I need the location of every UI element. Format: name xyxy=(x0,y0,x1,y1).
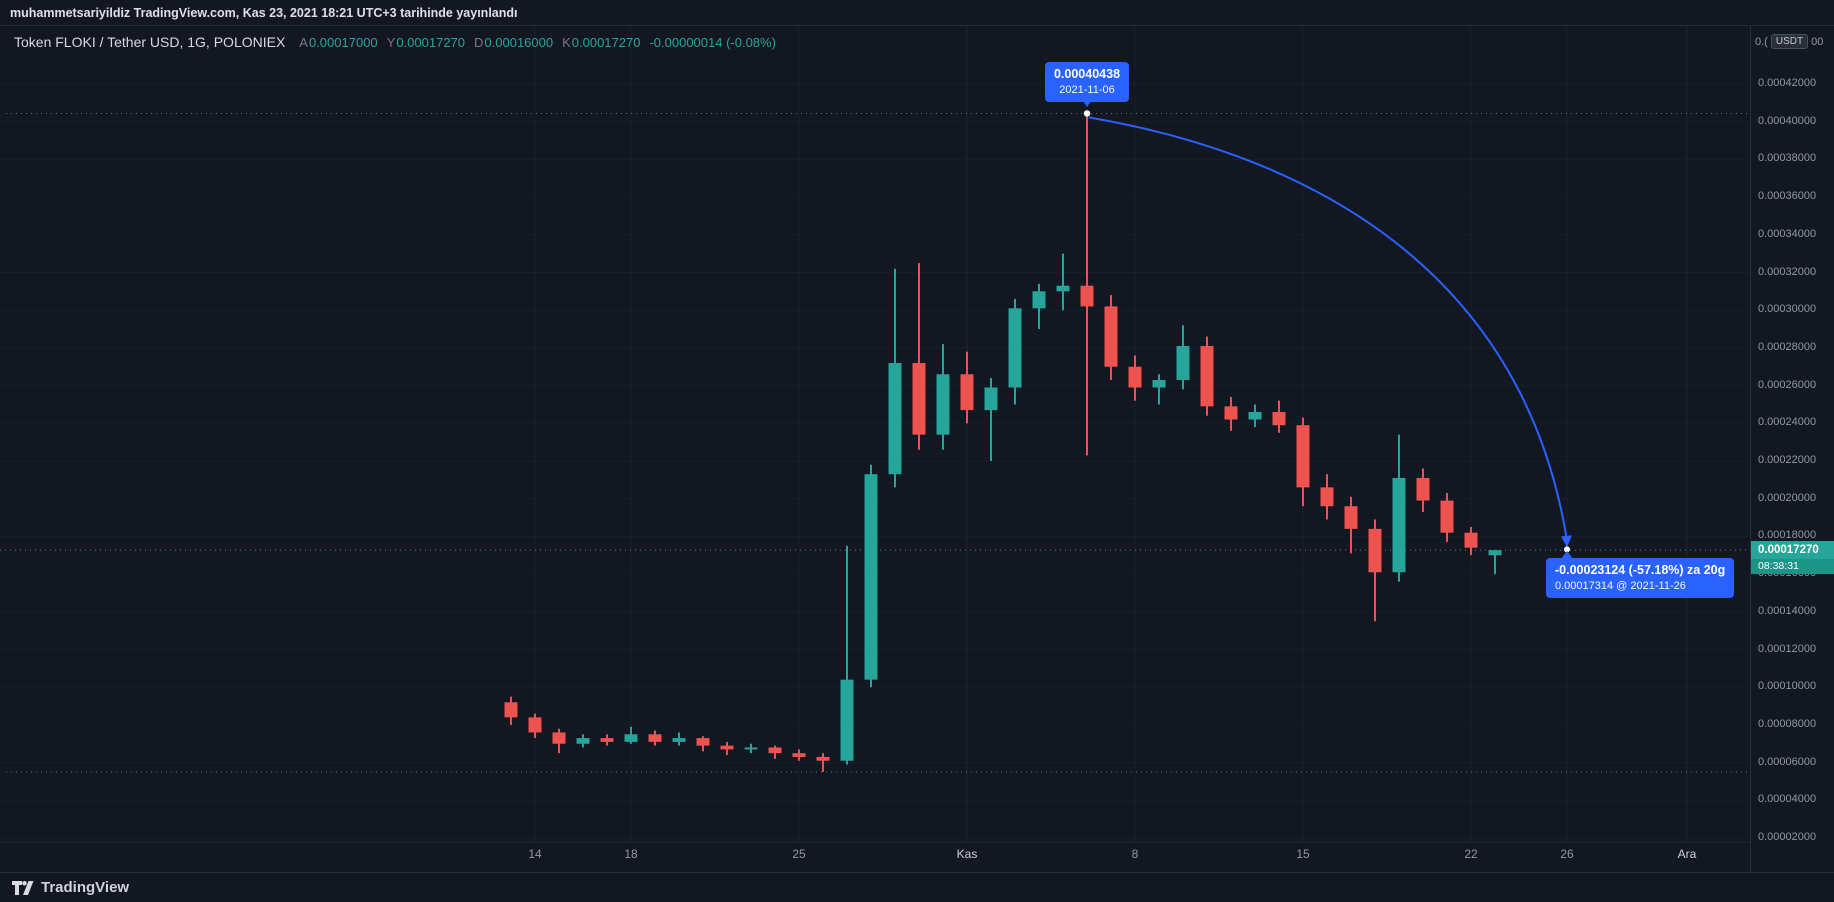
time-axis-label: 15 xyxy=(1296,847,1310,861)
price-axis-label: 0.00024000 xyxy=(1758,416,1817,429)
time-axis-label: 26 xyxy=(1560,847,1574,861)
price-axis-label: 0.00034000 xyxy=(1758,227,1817,240)
axis-label-fragment-right: 00 xyxy=(1811,35,1824,48)
price-axis-label: 0.00028000 xyxy=(1758,340,1817,353)
ohlc-values: A0.00017000 Y0.00017270 D0.00016000 K0.0… xyxy=(299,35,776,50)
open-value: A0.00017000 xyxy=(299,34,378,50)
high-price-callout[interactable]: 0.00040438 2021-11-06 xyxy=(1044,62,1130,102)
high-value: Y0.00017270 xyxy=(386,34,466,50)
time-axis-label: 25 xyxy=(792,847,806,861)
last-price-badge: 0.00017270 xyxy=(1751,541,1834,560)
price-axis-label: 0.00010000 xyxy=(1758,680,1817,693)
price-axis-label: 0.00012000 xyxy=(1758,642,1817,655)
price-axis-label: 0.00036000 xyxy=(1758,190,1817,203)
price-axis[interactable]: 0.( USDT 00 0.00042000 0.00040000 0.000380… xyxy=(1750,26,1834,872)
close-value: K0.00017270 xyxy=(562,34,641,50)
time-axis-label: Kas xyxy=(956,847,978,861)
bar-countdown-badge: 08:38:31 xyxy=(1751,559,1834,575)
price-axis-label: 0.00040000 xyxy=(1758,114,1817,127)
price-axis-label: 0.00026000 xyxy=(1758,378,1817,391)
price-axis-label: 0.00008000 xyxy=(1758,717,1817,730)
tradingview-logo-icon[interactable] xyxy=(12,880,34,895)
price-axis-label: 0.00022000 xyxy=(1758,454,1817,466)
time-axis-label: 8 xyxy=(1131,847,1139,861)
high-callout-date: 2021-11-06 xyxy=(1059,83,1115,96)
price-axis-label: 0.00014000 xyxy=(1758,604,1817,617)
change-value: -0.00000014 (-0.08%) xyxy=(649,34,776,50)
time-axis-label: 18 xyxy=(624,847,638,861)
currency-toggle[interactable]: 0.( USDT 00 xyxy=(1755,34,1823,49)
price-axis-label: 0.00002000 xyxy=(1758,831,1817,843)
time-axis-label: Ara xyxy=(1677,847,1697,861)
price-axis-label: 0.00038000 xyxy=(1758,152,1817,165)
price-axis-label: 0.00006000 xyxy=(1758,755,1817,768)
publish-bar: muhammetsariyildiz TradingView.com, Kas … xyxy=(0,0,1834,26)
price-axis-label: 0.00020000 xyxy=(1758,491,1817,504)
footer-bar: TradingView xyxy=(0,872,1834,902)
symbol-title[interactable]: Token FLOKI / Tether USD, 1G, POLONIEX xyxy=(14,34,286,50)
price-axis-label: 0.00032000 xyxy=(1758,265,1817,278)
range-callout-change: -0.00023124 (-57.18%) za 20g xyxy=(1555,563,1726,577)
tradingview-brand[interactable]: TradingView xyxy=(41,879,130,896)
symbol-legend[interactable]: Token FLOKI / Tether USD, 1G, POLONIEX A… xyxy=(14,34,776,50)
price-axis-label: 0.00030000 xyxy=(1758,303,1817,316)
time-axis[interactable]: 14 18 25 Kas 8 15 22 26 Ara xyxy=(0,842,1834,872)
price-range-callout[interactable]: -0.00023124 (-57.18%) za 20g 0.00017314 … xyxy=(1546,558,1735,598)
usdt-currency-pill[interactable]: USDT xyxy=(1770,34,1809,49)
range-callout-target: 0.00017314 @ 2021-11-26 xyxy=(1555,579,1686,592)
low-value: D0.00016000 xyxy=(474,34,554,50)
publish-text: muhammetsariyildiz TradingView.com, Kas … xyxy=(10,5,518,20)
axis-label-fragment-left: 0.( xyxy=(1755,35,1768,48)
time-axis-label: 22 xyxy=(1464,847,1478,861)
price-axis-label: 0.00018000 xyxy=(1758,529,1817,542)
price-axis-label: 0.00004000 xyxy=(1758,793,1817,806)
time-axis-label: 14 xyxy=(528,847,542,861)
high-callout-price: 0.00040438 xyxy=(1053,67,1121,81)
price-axis-label: 0.00042000 xyxy=(1758,77,1817,89)
